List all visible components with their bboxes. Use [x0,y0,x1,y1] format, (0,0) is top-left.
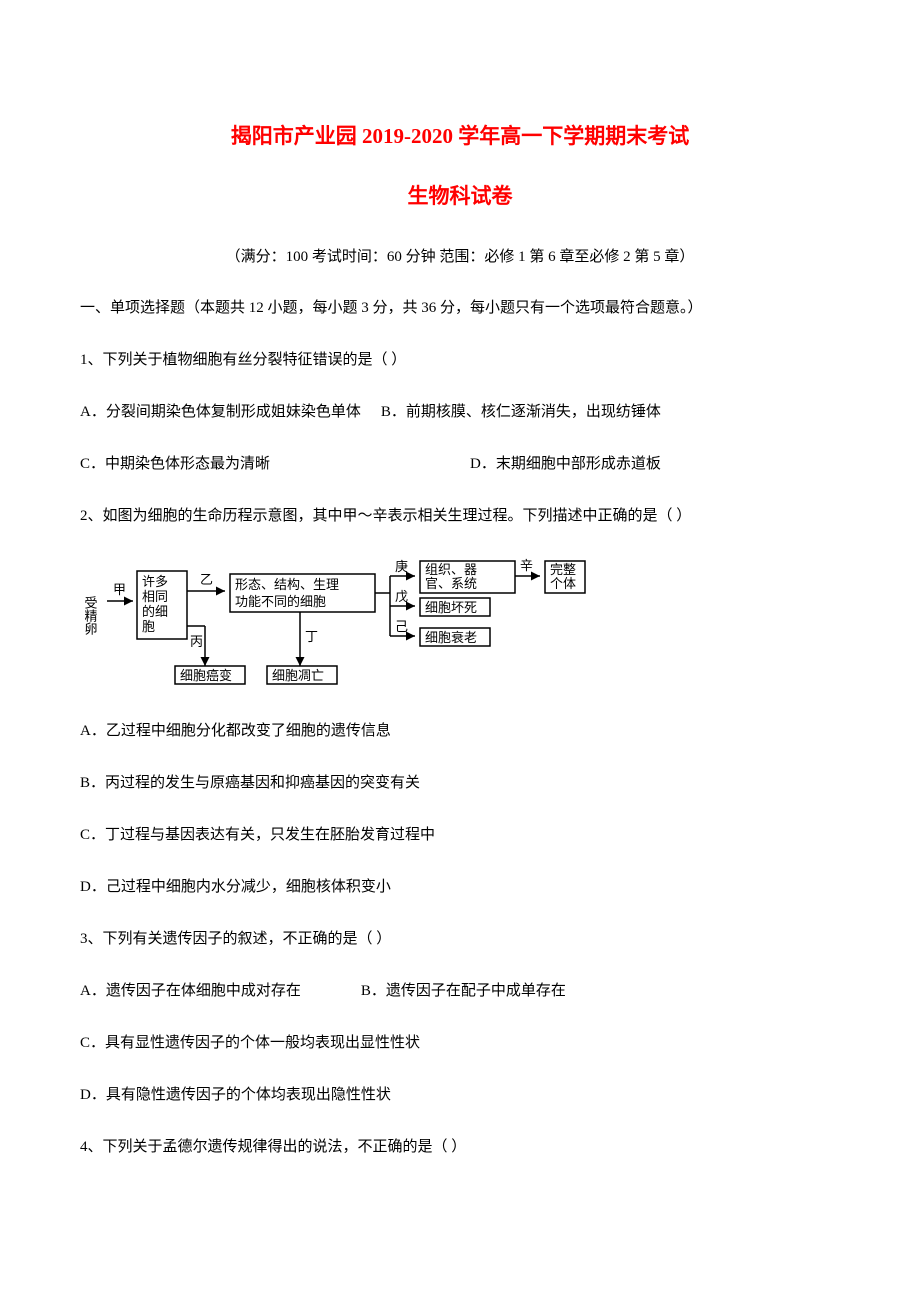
svg-text:的细: 的细 [142,604,168,619]
svg-text:细胞凋亡: 细胞凋亡 [272,668,324,683]
svg-text:甲: 甲 [113,582,126,597]
q3-option-b: B．遗传因子在配子中成单存在 [361,979,566,1003]
question-3: 3、下列有关遗传因子的叙述，不正确的是（ ） [80,927,840,951]
q3-options-ab: A．遗传因子在体细胞中成对存在 B．遗传因子在配子中成单存在 [80,979,840,1003]
q3-option-c: C．具有显性遗传因子的个体一般均表现出显性性状 [80,1031,840,1055]
svg-text:功能不同的细胞: 功能不同的细胞 [235,594,326,609]
svg-text:细胞衰老: 细胞衰老 [425,630,477,645]
q2-option-d: D．己过程中细胞内水分减少，细胞核体积变小 [80,875,840,899]
svg-text:庚: 庚 [395,559,408,574]
svg-text:丁: 丁 [305,629,318,644]
exam-info: （满分：100 考试时间：60 分钟 范围：必修 1 第 6 章至必修 2 第 … [80,245,840,266]
svg-text:乙: 乙 [200,572,213,587]
flowchart-svg: .bx { fill: #fff; stroke: #000; stroke-w… [85,556,595,686]
svg-text:己: 己 [395,619,408,634]
svg-text:戊: 戊 [395,589,408,604]
svg-text:细胞坏死: 细胞坏死 [425,600,477,615]
q1-options-cd: C．中期染色体形态最为清晰 D．末期细胞中部形成赤道板 [80,452,840,476]
svg-text:胞: 胞 [142,619,155,634]
section-header: 一、单项选择题（本题共 12 小题，每小题 3 分，共 36 分，每小题只有一个… [80,296,840,320]
svg-text:个体: 个体 [550,576,576,591]
question-4: 4、下列关于孟德尔遗传规律得出的说法，不正确的是（ ） [80,1135,840,1159]
q1-option-c: C．中期染色体形态最为清晰 [80,452,450,476]
question-1: 1、下列关于植物细胞有丝分裂特征错误的是（ ） [80,348,840,372]
exam-title: 揭阳市产业园 2019-2020 学年高一下学期期末考试 [80,120,840,150]
svg-text:细胞癌变: 细胞癌变 [180,668,232,683]
diagram-start: 受精卵 [85,596,98,636]
svg-text:辛: 辛 [520,558,533,573]
q2-option-a: A．乙过程中细胞分化都改变了细胞的遗传信息 [80,719,840,743]
q3-option-a: A．遗传因子在体细胞中成对存在 [80,979,301,1003]
svg-text:相同: 相同 [142,589,168,604]
q1-options-ab: A．分裂间期染色体复制形成姐妹染色单体 B．前期核膜、核仁逐渐消失，出现纺锤体 [80,400,840,424]
q3-option-d: D．具有隐性遗传因子的个体均表现出隐性性状 [80,1083,840,1107]
question-2: 2、如图为细胞的生命历程示意图，其中甲～辛表示相关生理过程。下列描述中正确的是（… [80,504,840,528]
cell-lifecycle-diagram: .bx { fill: #fff; stroke: #000; stroke-w… [80,556,840,691]
svg-text:许多: 许多 [142,574,168,589]
svg-text:完整: 完整 [550,562,576,577]
svg-text:官、系统: 官、系统 [425,576,477,591]
q1-option-d: D．末期细胞中部形成赤道板 [470,452,840,476]
q2-option-b: B．丙过程的发生与原癌基因和抑癌基因的突变有关 [80,771,840,795]
svg-text:形态、结构、生理: 形态、结构、生理 [235,577,339,592]
svg-text:组织、器: 组织、器 [425,562,477,577]
q2-option-c: C．丁过程与基因表达有关，只发生在胚胎发育过程中 [80,823,840,847]
svg-text:丙: 丙 [190,634,203,649]
q1-option-a: A．分裂间期染色体复制形成姐妹染色单体 [80,400,361,424]
q1-option-b: B．前期核膜、核仁逐渐消失，出现纺锤体 [381,400,661,424]
exam-subtitle: 生物科试卷 [80,180,840,210]
